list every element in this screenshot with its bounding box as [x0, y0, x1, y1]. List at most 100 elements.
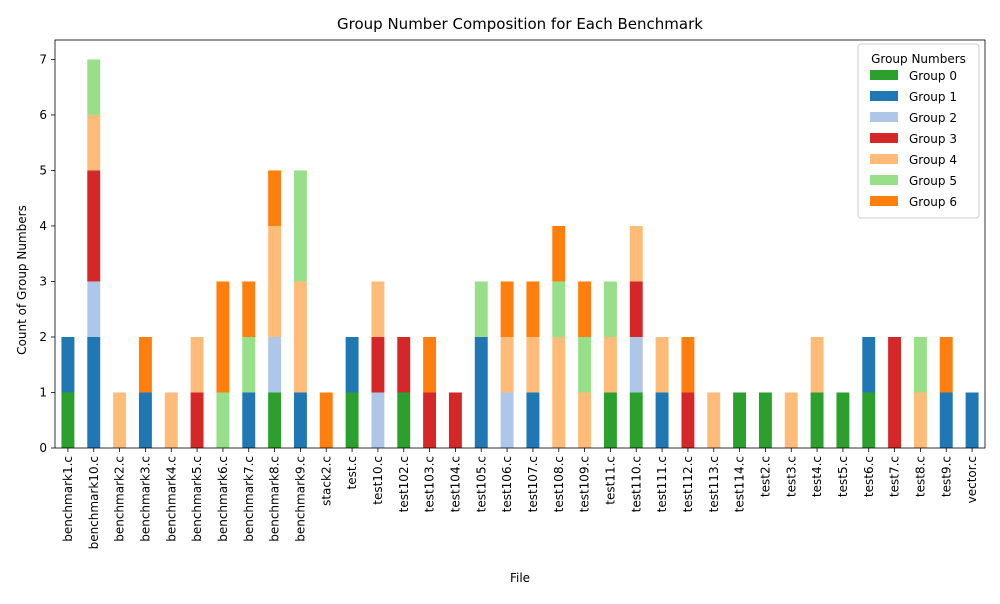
- bar-segment-benchmark10-c-group-3: [87, 170, 101, 282]
- x-tick-label: test9.c: [939, 456, 953, 497]
- legend-label-group-4: Group 4: [909, 153, 957, 167]
- bar-segment-test11-c-group-0: [603, 392, 617, 448]
- y-tick-label: 6: [39, 108, 47, 122]
- bar-segment-test109-c-group-6: [578, 281, 592, 337]
- plot-frame: [54, 39, 986, 449]
- y-tick-label: 4: [39, 219, 47, 233]
- bar-segment-benchmark10-c-group-5: [87, 59, 101, 115]
- bar-segment-test102-c-group-0: [397, 392, 411, 448]
- bar-segment-test109-c-group-4: [578, 392, 592, 448]
- legend-label-group-3: Group 3: [909, 132, 957, 146]
- bar-segment-test2-c-group-0: [758, 392, 772, 448]
- bar-segment-vector-c-group-1: [965, 392, 979, 448]
- bar-segment-test110-c-group-2: [629, 336, 643, 393]
- x-tick-label: benchmark10.c: [87, 456, 101, 549]
- axes-layer: 0 1 2 3 4 5 6 7 benchmark1.c benchmark10.c benchma…: [39, 39, 986, 549]
- x-tick-label: test5.c: [836, 456, 850, 497]
- bar-segment-test104-c-group-3: [448, 392, 462, 448]
- bar-segment-test106-c-group-6: [500, 281, 514, 337]
- x-tick-label: test109.c: [578, 456, 592, 512]
- legend-swatch-group-3: [870, 133, 898, 143]
- bar-segment-test113-c-group-4: [707, 392, 721, 448]
- x-tick-label: benchmark6.c: [216, 456, 230, 542]
- bar-segment-test10-c-group-2: [371, 392, 385, 448]
- legend-swatch-group-0: [870, 70, 898, 80]
- bar-segment-test6-c-group-0: [862, 392, 876, 448]
- bar-segment-benchmark8-c-group-0: [268, 392, 282, 448]
- bar-segment-test105-c-group-1: [474, 336, 488, 448]
- x-tick-label: test102.c: [397, 456, 411, 512]
- x-tick-label: test107.c: [526, 456, 540, 512]
- bar-segment-test106-c-group-4: [500, 336, 514, 393]
- bar-segment-benchmark9-c-group-5: [293, 170, 307, 282]
- bar-segment-test-c-group-1: [345, 336, 359, 393]
- bar-segment-benchmark6-c-group-6: [216, 281, 230, 393]
- legend: Group Numbers Group 0 Group 1 Group 2 Group …: [857, 43, 980, 219]
- bar-segment-test107-c-group-1: [526, 392, 540, 448]
- y-tick-label: 2: [39, 330, 47, 344]
- bar-segment-benchmark8-c-group-6: [268, 170, 282, 226]
- x-tick-label: test7.c: [888, 456, 902, 497]
- legend-label-group-1: Group 1: [909, 90, 957, 104]
- bar-segment-test9-c-group-6: [939, 336, 953, 393]
- x-tick-label: test108.c: [552, 456, 566, 512]
- bar-segment-benchmark7-c-group-5: [242, 336, 256, 393]
- bar-segment-benchmark10-c-group-2: [87, 281, 101, 337]
- x-tick-label: test113.c: [707, 456, 721, 512]
- x-tick-label: test111.c: [655, 456, 669, 512]
- bar-segment-test112-c-group-6: [681, 336, 695, 393]
- bar-segment-benchmark5-c-group-3: [190, 392, 204, 448]
- y-tick-label: 1: [39, 385, 47, 399]
- x-tick-label: test4.c: [810, 456, 824, 497]
- legend-swatch-group-1: [870, 91, 898, 101]
- legend-title: Group Numbers: [871, 52, 966, 66]
- bar-segment-test4-c-group-4: [810, 336, 824, 393]
- bar-segment-benchmark2-c-group-4: [113, 392, 127, 448]
- bar-segment-test112-c-group-3: [681, 392, 695, 448]
- legend-label-group-2: Group 2: [909, 111, 957, 125]
- bar-segment-test103-c-group-6: [423, 336, 437, 393]
- bar-segment-benchmark10-c-group-4: [87, 114, 101, 171]
- bar-segment-test111-c-group-4: [655, 336, 669, 393]
- x-tick-label: test105.c: [474, 456, 488, 512]
- y-tick-label: 5: [39, 163, 47, 177]
- legend-label-group-6: Group 6: [909, 195, 957, 209]
- bar-segment-test108-c-group-5: [552, 281, 566, 337]
- bar-segment-test108-c-group-4: [552, 336, 566, 448]
- bar-segment-test11-c-group-4: [603, 336, 617, 393]
- x-tick-label: test8.c: [913, 456, 927, 497]
- y-tick-label: 7: [39, 52, 47, 66]
- bar-segment-test114-c-group-0: [733, 392, 747, 448]
- bar-segment-test110-c-group-0: [629, 392, 643, 448]
- x-tick-label: stack2.c: [319, 456, 333, 506]
- chart-title: Group Number Composition for Each Benchm…: [337, 15, 703, 33]
- bar-segment-stack2-c-group-6: [319, 392, 333, 448]
- bar-segment-benchmark8-c-group-4: [268, 225, 282, 337]
- x-axis-label: File: [510, 571, 530, 585]
- x-tick-label: benchmark2.c: [113, 456, 127, 542]
- x-tick-label: benchmark9.c: [293, 456, 307, 542]
- bar-segment-test102-c-group-3: [397, 336, 411, 393]
- x-tick-label: test3.c: [784, 456, 798, 497]
- x-tick-label: test.c: [345, 456, 359, 489]
- bar-segment-test-c-group-0: [345, 392, 359, 448]
- x-tick-label: test10.c: [371, 456, 385, 505]
- bar-segment-benchmark9-c-group-1: [293, 392, 307, 448]
- bar-segment-benchmark7-c-group-1: [242, 392, 256, 448]
- bar-segment-test9-c-group-1: [939, 392, 953, 448]
- bar-segment-benchmark8-c-group-2: [268, 336, 282, 393]
- bar-segment-test110-c-group-4: [629, 225, 643, 282]
- bar-segment-benchmark7-c-group-6: [242, 281, 256, 337]
- bar-segment-test10-c-group-4: [371, 281, 385, 337]
- legend-swatch-group-4: [870, 154, 898, 164]
- bar-segment-test111-c-group-1: [655, 392, 669, 448]
- bar-segment-benchmark3-c-group-6: [138, 336, 152, 393]
- x-tick-label: test114.c: [733, 456, 747, 512]
- x-tick-label: test6.c: [862, 456, 876, 497]
- legend-box: [857, 43, 980, 219]
- y-tick-label: 3: [39, 274, 47, 288]
- bar-segment-test3-c-group-4: [784, 392, 798, 448]
- x-tick-label: test112.c: [681, 456, 695, 512]
